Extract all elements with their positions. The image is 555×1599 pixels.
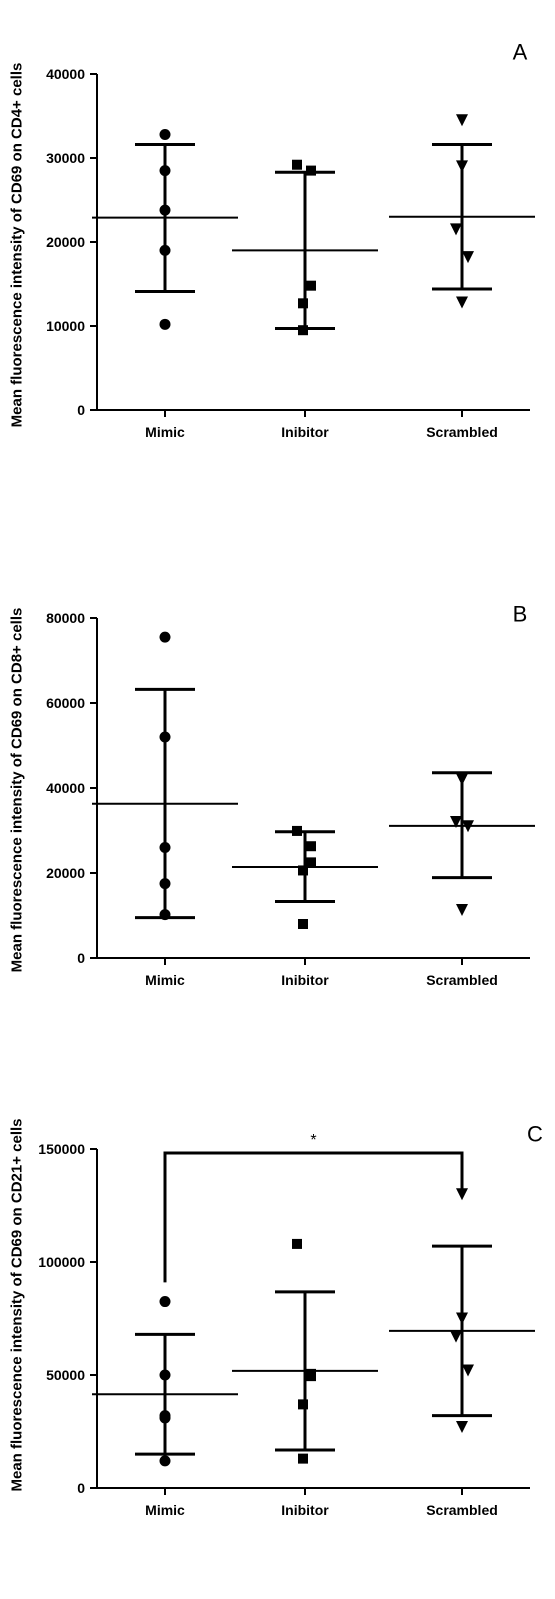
- series-mimic: [92, 128, 238, 330]
- category-label: Scrambled: [426, 972, 498, 988]
- data-point: [306, 841, 316, 852]
- panel-label: B: [513, 602, 528, 627]
- data-point: [456, 773, 468, 786]
- data-point: [456, 296, 468, 309]
- data-point: [456, 114, 468, 127]
- y-tick-label: 150000: [38, 1141, 85, 1157]
- category-label: Mimic: [145, 972, 185, 988]
- category-label: Scrambled: [426, 424, 498, 440]
- y-tick-label: 20000: [46, 234, 85, 250]
- series-scrambled: [389, 771, 535, 916]
- data-point: [159, 1412, 171, 1424]
- y-tick-label: 60000: [46, 695, 85, 711]
- data-point: [292, 825, 302, 836]
- series-mimic: [92, 1296, 238, 1467]
- data-point: [306, 857, 316, 868]
- data-point: [298, 865, 308, 876]
- y-tick-label: 10000: [46, 318, 85, 334]
- data-point: [159, 631, 171, 643]
- series-inibitor: [232, 1238, 378, 1464]
- panel-0: 0 10000 20000 30000 40000 Mimic Inibitor Scramb…: [8, 40, 535, 440]
- data-point: [159, 165, 171, 177]
- y-tick-label: 30000: [46, 150, 85, 166]
- data-point: [159, 318, 171, 330]
- data-point: [306, 280, 316, 291]
- y-axis-label: Mean fluorescence intensity of CD69 on C…: [8, 1118, 25, 1491]
- y-tick-label: 50000: [46, 1367, 85, 1383]
- y-axis-label: Mean fluorescence intensity of CD69 on C…: [8, 608, 25, 973]
- series-inibitor: [232, 159, 378, 336]
- data-point: [159, 842, 171, 853]
- data-point: [456, 1420, 468, 1433]
- data-point: [159, 1455, 171, 1467]
- data-point: [298, 919, 308, 929]
- data-point: [456, 903, 468, 916]
- significance-label: *: [310, 1132, 316, 1149]
- category-label: Inibitor: [281, 972, 329, 988]
- data-point: [159, 909, 171, 921]
- data-point: [159, 878, 171, 890]
- data-point: [450, 816, 462, 828]
- data-point: [462, 820, 474, 833]
- data-point: [450, 223, 462, 236]
- y-tick-label: 80000: [46, 610, 85, 626]
- y-tick-label: 0: [77, 1480, 85, 1496]
- data-point: [298, 1453, 308, 1464]
- data-point: [159, 128, 171, 140]
- data-point: [159, 1369, 171, 1381]
- data-point: [159, 204, 171, 216]
- data-point: [450, 1330, 462, 1343]
- category-label: Scrambled: [426, 1502, 498, 1518]
- data-point: [456, 160, 468, 173]
- significance-bracket: *: [163, 1132, 464, 1283]
- series-inibitor: [232, 825, 378, 929]
- panel-label: C: [527, 1122, 543, 1147]
- data-point: [462, 1364, 474, 1377]
- panel-2: 0 50000 100000 150000 Mimic Inibitor Scrambled…: [8, 1118, 543, 1518]
- data-point: [159, 731, 171, 743]
- data-point: [292, 159, 302, 170]
- data-point: [462, 251, 474, 264]
- data-point: [159, 1296, 171, 1308]
- category-label: Mimic: [145, 424, 185, 440]
- y-tick-label: 100000: [38, 1254, 85, 1270]
- panel-label: A: [513, 40, 528, 65]
- data-point: [292, 1238, 302, 1249]
- category-label: Inibitor: [281, 1502, 329, 1518]
- category-label: Mimic: [145, 1502, 185, 1518]
- y-tick-label: 20000: [46, 865, 85, 881]
- data-point: [159, 244, 171, 256]
- series-scrambled: [389, 114, 535, 309]
- y-tick-label: 40000: [46, 66, 85, 82]
- data-point: [306, 1371, 316, 1382]
- category-label: Inibitor: [281, 424, 329, 440]
- y-tick-label: 40000: [46, 780, 85, 796]
- bracket-line: [163, 1151, 464, 1283]
- data-point: [298, 325, 308, 336]
- data-point: [298, 298, 308, 309]
- data-point: [298, 1399, 308, 1410]
- y-axis-label: Mean fluorescence intensity of CD69 on C…: [8, 63, 25, 428]
- series-mimic: [92, 631, 238, 921]
- panel-1: 0 20000 40000 60000 80000 Mimic Inibitor Scramb…: [8, 602, 535, 988]
- y-tick-label: 0: [77, 402, 85, 418]
- series-scrambled: [389, 1188, 535, 1433]
- y-tick-label: 0: [77, 950, 85, 966]
- data-point: [306, 165, 316, 176]
- data-point: [456, 1312, 468, 1325]
